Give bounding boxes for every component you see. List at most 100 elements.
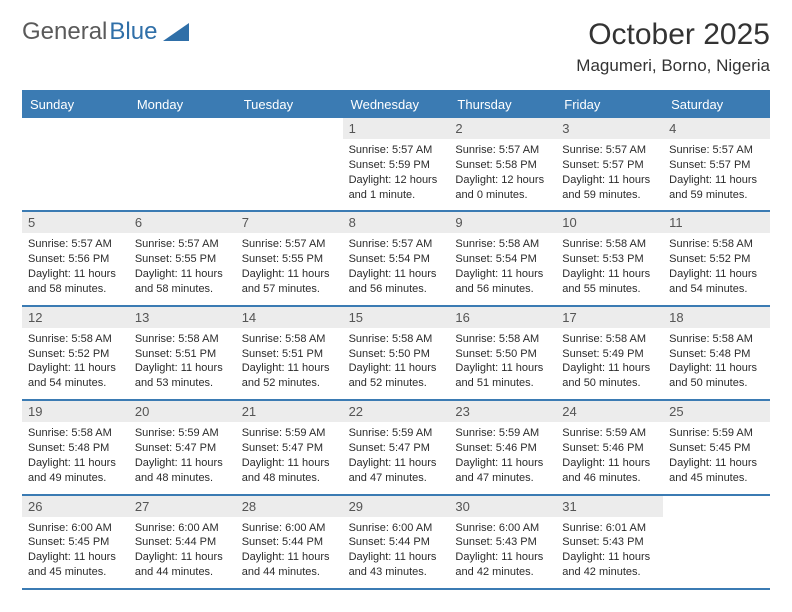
sunset: Sunset: 5:54 PM [455,252,550,267]
day-cell: 13Sunrise: 5:58 AMSunset: 5:51 PMDayligh… [129,307,236,399]
daylight: Daylight: 11 hours and 55 minutes. [562,267,657,297]
day-details [129,139,236,197]
daylight: Daylight: 11 hours and 50 minutes. [562,361,657,391]
day-cell: 12Sunrise: 5:58 AMSunset: 5:52 PMDayligh… [22,307,129,399]
daylight: Daylight: 11 hours and 58 minutes. [135,267,230,297]
daylight: Daylight: 11 hours and 57 minutes. [242,267,337,297]
sunrise: Sunrise: 5:59 AM [455,426,550,441]
sunset: Sunset: 5:44 PM [135,535,230,550]
daylight: Daylight: 11 hours and 52 minutes. [242,361,337,391]
sunrise: Sunrise: 5:58 AM [28,426,123,441]
sunrise: Sunrise: 5:57 AM [562,143,657,158]
sunset: Sunset: 5:52 PM [28,347,123,362]
daylight: Daylight: 11 hours and 54 minutes. [669,267,764,297]
day-cell: 15Sunrise: 5:58 AMSunset: 5:50 PMDayligh… [343,307,450,399]
day-cell: 17Sunrise: 5:58 AMSunset: 5:49 PMDayligh… [556,307,663,399]
daylight: Daylight: 11 hours and 49 minutes. [28,456,123,486]
sunrise: Sunrise: 5:58 AM [349,332,444,347]
day-cell: 8Sunrise: 5:57 AMSunset: 5:54 PMDaylight… [343,212,450,304]
day-cell: 29Sunrise: 6:00 AMSunset: 5:44 PMDayligh… [343,496,450,588]
day-cell: 16Sunrise: 5:58 AMSunset: 5:50 PMDayligh… [449,307,556,399]
day-cell: 31Sunrise: 6:01 AMSunset: 5:43 PMDayligh… [556,496,663,588]
day-details [663,517,770,575]
week-row: 5Sunrise: 5:57 AMSunset: 5:56 PMDaylight… [22,212,770,306]
header: GeneralBlue October 2025 Magumeri, Borno… [22,18,770,76]
day-details: Sunrise: 5:58 AMSunset: 5:54 PMDaylight:… [449,233,556,304]
day-details: Sunrise: 5:58 AMSunset: 5:52 PMDaylight:… [22,328,129,399]
sunset: Sunset: 5:51 PM [242,347,337,362]
daylight: Daylight: 11 hours and 47 minutes. [455,456,550,486]
day-cell: 27Sunrise: 6:00 AMSunset: 5:44 PMDayligh… [129,496,236,588]
day-details: Sunrise: 5:58 AMSunset: 5:49 PMDaylight:… [556,328,663,399]
day-details: Sunrise: 6:01 AMSunset: 5:43 PMDaylight:… [556,517,663,588]
dow-tue: Tuesday [236,92,343,118]
day-number: 11 [663,212,770,233]
daylight: Daylight: 11 hours and 54 minutes. [28,361,123,391]
day-cell: 26Sunrise: 6:00 AMSunset: 5:45 PMDayligh… [22,496,129,588]
sunset: Sunset: 5:57 PM [669,158,764,173]
day-number: 9 [449,212,556,233]
daylight: Daylight: 11 hours and 50 minutes. [669,361,764,391]
daylight: Daylight: 11 hours and 45 minutes. [28,550,123,580]
day-cell [22,118,129,210]
daylight: Daylight: 11 hours and 52 minutes. [349,361,444,391]
daylight: Daylight: 11 hours and 44 minutes. [135,550,230,580]
sunrise: Sunrise: 5:58 AM [135,332,230,347]
sunset: Sunset: 5:53 PM [562,252,657,267]
logo-text-blue: Blue [109,18,157,46]
sunrise: Sunrise: 6:00 AM [242,521,337,536]
day-details: Sunrise: 6:00 AMSunset: 5:44 PMDaylight:… [129,517,236,588]
calendar: Sunday Monday Tuesday Wednesday Thursday… [22,90,770,590]
day-details: Sunrise: 5:57 AMSunset: 5:57 PMDaylight:… [663,139,770,210]
day-number: 27 [129,496,236,517]
day-number: 2 [449,118,556,139]
day-number: 16 [449,307,556,328]
day-number: 23 [449,401,556,422]
day-cell: 20Sunrise: 5:59 AMSunset: 5:47 PMDayligh… [129,401,236,493]
logo-text-general: General [22,18,107,46]
day-details: Sunrise: 6:00 AMSunset: 5:45 PMDaylight:… [22,517,129,588]
sunset: Sunset: 5:56 PM [28,252,123,267]
day-number: 4 [663,118,770,139]
sunrise: Sunrise: 5:59 AM [562,426,657,441]
day-details: Sunrise: 5:58 AMSunset: 5:51 PMDaylight:… [129,328,236,399]
sunrise: Sunrise: 6:00 AM [28,521,123,536]
day-cell: 10Sunrise: 5:58 AMSunset: 5:53 PMDayligh… [556,212,663,304]
sunrise: Sunrise: 5:58 AM [455,237,550,252]
day-details: Sunrise: 5:57 AMSunset: 5:58 PMDaylight:… [449,139,556,210]
day-details: Sunrise: 5:58 AMSunset: 5:50 PMDaylight:… [449,328,556,399]
sunrise: Sunrise: 5:57 AM [135,237,230,252]
sunset: Sunset: 5:47 PM [349,441,444,456]
daylight: Daylight: 11 hours and 56 minutes. [455,267,550,297]
day-cell: 4Sunrise: 5:57 AMSunset: 5:57 PMDaylight… [663,118,770,210]
sunset: Sunset: 5:46 PM [562,441,657,456]
sunrise: Sunrise: 5:59 AM [349,426,444,441]
sunrise: Sunrise: 5:59 AM [135,426,230,441]
day-details: Sunrise: 5:57 AMSunset: 5:55 PMDaylight:… [129,233,236,304]
day-details: Sunrise: 5:59 AMSunset: 5:47 PMDaylight:… [236,422,343,493]
sunset: Sunset: 5:49 PM [562,347,657,362]
sunset: Sunset: 5:46 PM [455,441,550,456]
sunrise: Sunrise: 5:57 AM [28,237,123,252]
day-cell: 25Sunrise: 5:59 AMSunset: 5:45 PMDayligh… [663,401,770,493]
day-details: Sunrise: 6:00 AMSunset: 5:44 PMDaylight:… [343,517,450,588]
sunset: Sunset: 5:52 PM [669,252,764,267]
daylight: Daylight: 11 hours and 42 minutes. [562,550,657,580]
day-number: 28 [236,496,343,517]
sunset: Sunset: 5:55 PM [135,252,230,267]
day-details: Sunrise: 5:58 AMSunset: 5:53 PMDaylight:… [556,233,663,304]
sunset: Sunset: 5:47 PM [242,441,337,456]
day-cell: 1Sunrise: 5:57 AMSunset: 5:59 PMDaylight… [343,118,450,210]
sunset: Sunset: 5:45 PM [669,441,764,456]
day-cell: 7Sunrise: 5:57 AMSunset: 5:55 PMDaylight… [236,212,343,304]
sunrise: Sunrise: 5:57 AM [349,143,444,158]
sunrise: Sunrise: 5:57 AM [455,143,550,158]
day-cell: 21Sunrise: 5:59 AMSunset: 5:47 PMDayligh… [236,401,343,493]
daylight: Daylight: 11 hours and 42 minutes. [455,550,550,580]
day-details: Sunrise: 5:59 AMSunset: 5:46 PMDaylight:… [556,422,663,493]
dow-sun: Sunday [22,92,129,118]
sunset: Sunset: 5:51 PM [135,347,230,362]
location: Magumeri, Borno, Nigeria [576,56,770,76]
sunset: Sunset: 5:58 PM [455,158,550,173]
day-number: 31 [556,496,663,517]
